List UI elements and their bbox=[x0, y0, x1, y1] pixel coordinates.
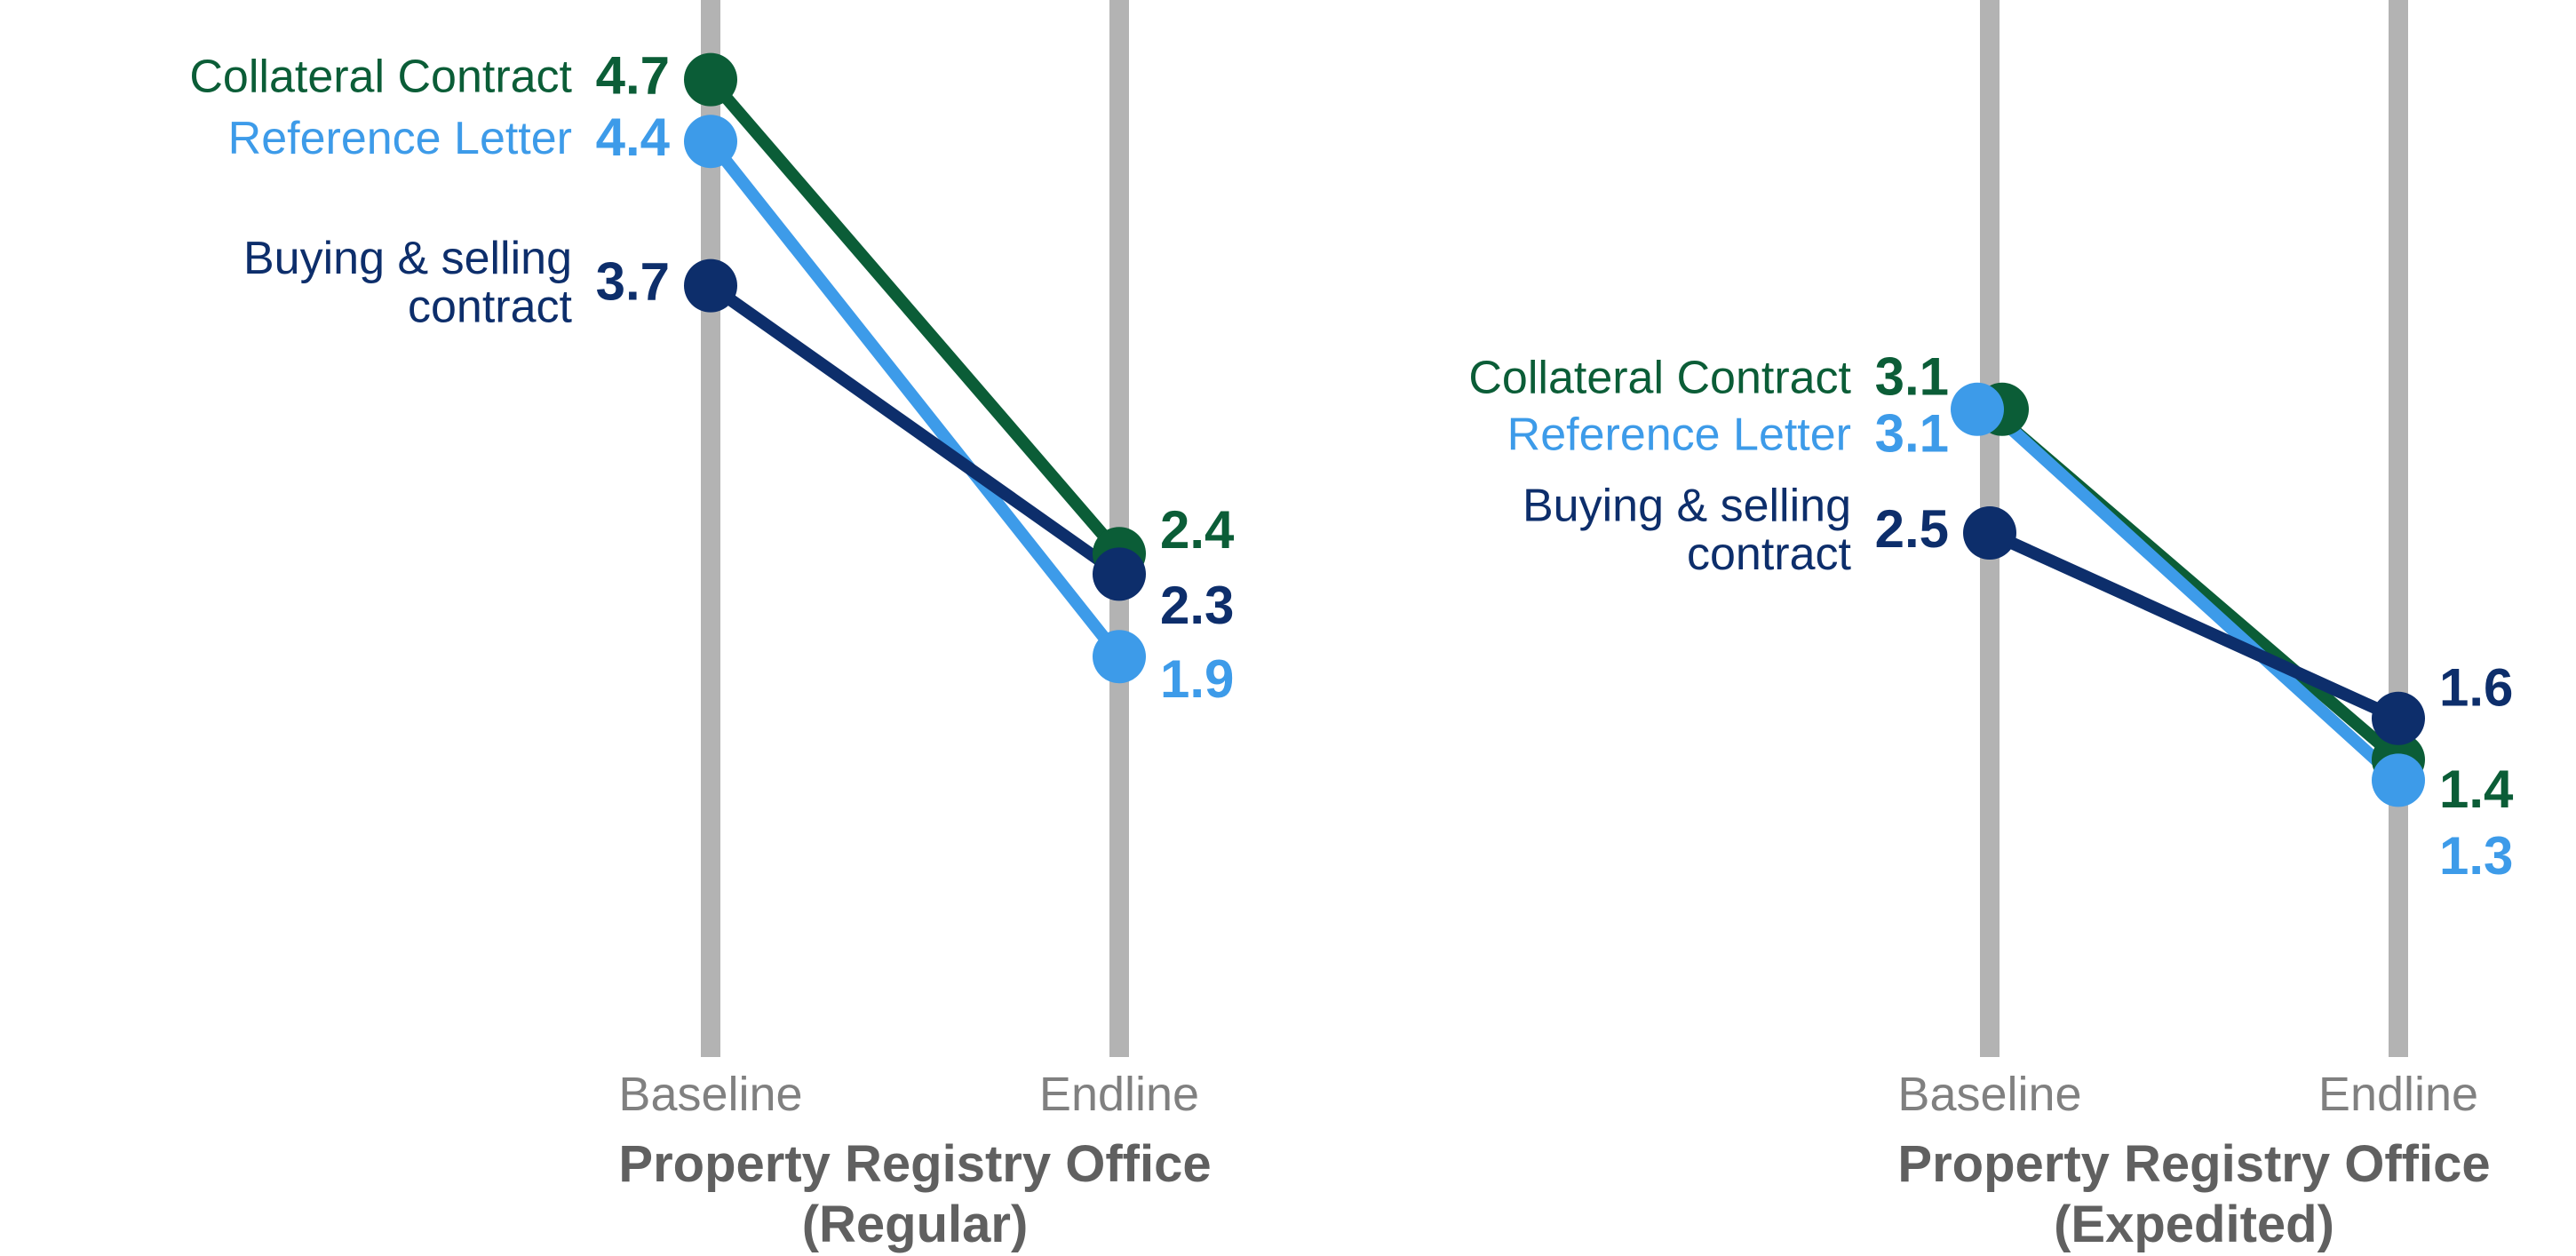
panel-title: (Regular) bbox=[802, 1196, 1029, 1253]
marker-baseline bbox=[684, 53, 737, 107]
tick-label-endline: Endline bbox=[2318, 1068, 2478, 1121]
value-endline: 1.9 bbox=[1160, 649, 1234, 709]
marker-endline bbox=[1093, 630, 1146, 683]
series-label: contract bbox=[408, 282, 573, 333]
chart-stage: BaselineEndlineProperty Registry Office(… bbox=[0, 0, 2576, 1256]
tick-label-endline: Endline bbox=[1039, 1068, 1199, 1121]
panel-title: Property Registry Office bbox=[1897, 1135, 2490, 1193]
panel-title: Property Registry Office bbox=[618, 1135, 1211, 1193]
value-baseline: 2.5 bbox=[1875, 499, 1949, 559]
marker-baseline bbox=[1963, 506, 2016, 560]
series-label: Reference Letter bbox=[228, 113, 572, 164]
value-endline: 1.6 bbox=[2439, 658, 2513, 718]
series-label: contract bbox=[1687, 529, 1852, 580]
value-endline: 1.3 bbox=[2439, 826, 2513, 886]
value-baseline: 3.7 bbox=[596, 251, 670, 311]
value-baseline: 4.7 bbox=[596, 45, 670, 105]
value-endline: 2.3 bbox=[1160, 576, 1234, 635]
series-label: Buying & selling bbox=[1523, 480, 1851, 531]
slope-chart-svg: BaselineEndlineProperty Registry Office(… bbox=[0, 0, 2576, 1256]
marker-baseline bbox=[1951, 383, 2004, 436]
series-label: Collateral Contract bbox=[189, 51, 572, 102]
value-baseline: 3.1 bbox=[1875, 347, 1949, 407]
series-label: Reference Letter bbox=[1507, 409, 1851, 461]
value-endline: 1.4 bbox=[2439, 759, 2514, 819]
value-endline: 2.4 bbox=[1160, 500, 1235, 560]
marker-endline bbox=[1093, 547, 1146, 600]
panel-title: (Expedited) bbox=[2054, 1196, 2334, 1253]
series-label: Collateral Contract bbox=[1468, 353, 1851, 404]
series-label: Buying & selling bbox=[243, 233, 572, 284]
marker-endline bbox=[2372, 753, 2425, 807]
value-baseline: 3.1 bbox=[1875, 404, 1949, 464]
value-baseline: 4.4 bbox=[596, 107, 671, 167]
marker-endline bbox=[2372, 692, 2425, 745]
marker-baseline bbox=[684, 259, 737, 313]
tick-label-baseline: Baseline bbox=[1897, 1068, 2081, 1121]
tick-label-baseline: Baseline bbox=[618, 1068, 802, 1121]
marker-baseline bbox=[684, 115, 737, 168]
